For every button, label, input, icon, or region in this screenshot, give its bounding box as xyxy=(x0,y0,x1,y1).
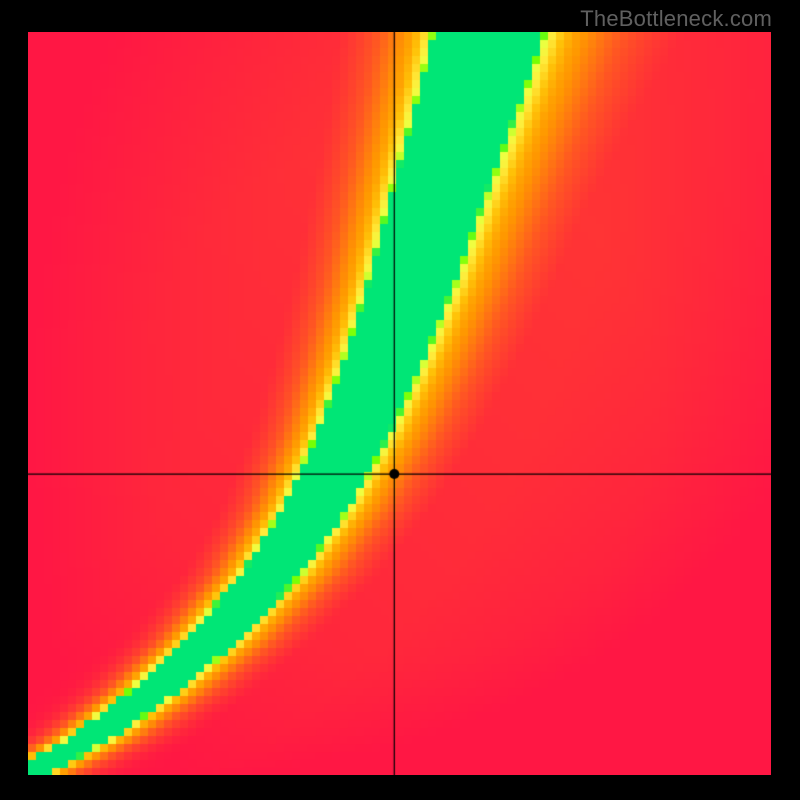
watermark-text: TheBottleneck.com xyxy=(580,6,772,32)
chart-container: TheBottleneck.com xyxy=(0,0,800,800)
bottleneck-heatmap xyxy=(28,32,771,775)
